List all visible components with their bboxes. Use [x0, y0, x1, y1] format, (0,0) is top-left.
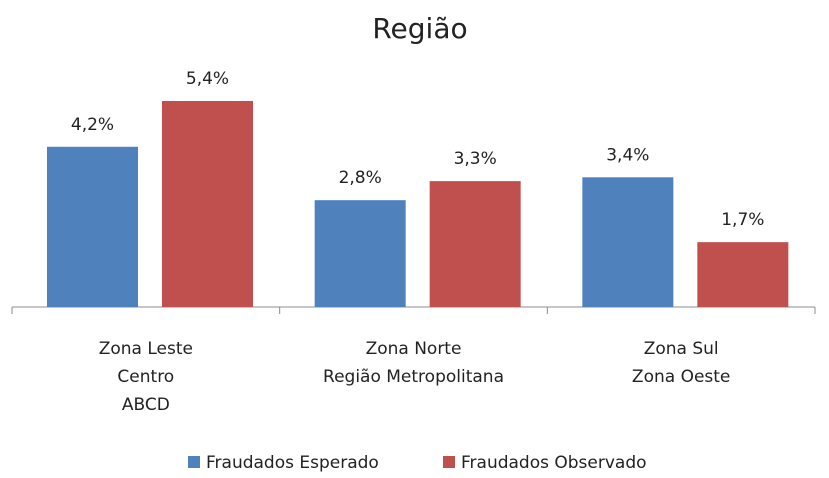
legend-swatch — [188, 456, 200, 468]
x-tick-label: Zona Sul — [644, 339, 719, 359]
chart-title: Região — [372, 12, 467, 45]
value-label: 3,4% — [606, 145, 649, 165]
legend-swatch — [443, 456, 455, 468]
x-tick-label: Centro — [117, 367, 174, 387]
x-tick-label: Zona Leste — [99, 339, 193, 359]
legend-label: Fraudados Esperado — [206, 453, 379, 473]
bar — [697, 242, 789, 307]
value-label: 2,8% — [339, 168, 382, 188]
x-tick-label: ABCD — [122, 395, 170, 415]
value-label: 4,2% — [71, 115, 114, 135]
bar — [162, 101, 253, 307]
x-tick-label: Zona Norte — [366, 339, 462, 359]
legend-label: Fraudados Observado — [461, 453, 647, 473]
value-label: 3,3% — [454, 149, 497, 169]
bar — [314, 200, 406, 307]
x-tick-label: Zona Oeste — [632, 367, 730, 387]
bar — [582, 177, 674, 307]
value-label: 5,4% — [186, 69, 229, 89]
value-label: 1,7% — [721, 210, 764, 230]
x-tick-label: Região Metropolitana — [323, 367, 504, 387]
bar — [429, 181, 521, 307]
bar — [47, 146, 138, 307]
